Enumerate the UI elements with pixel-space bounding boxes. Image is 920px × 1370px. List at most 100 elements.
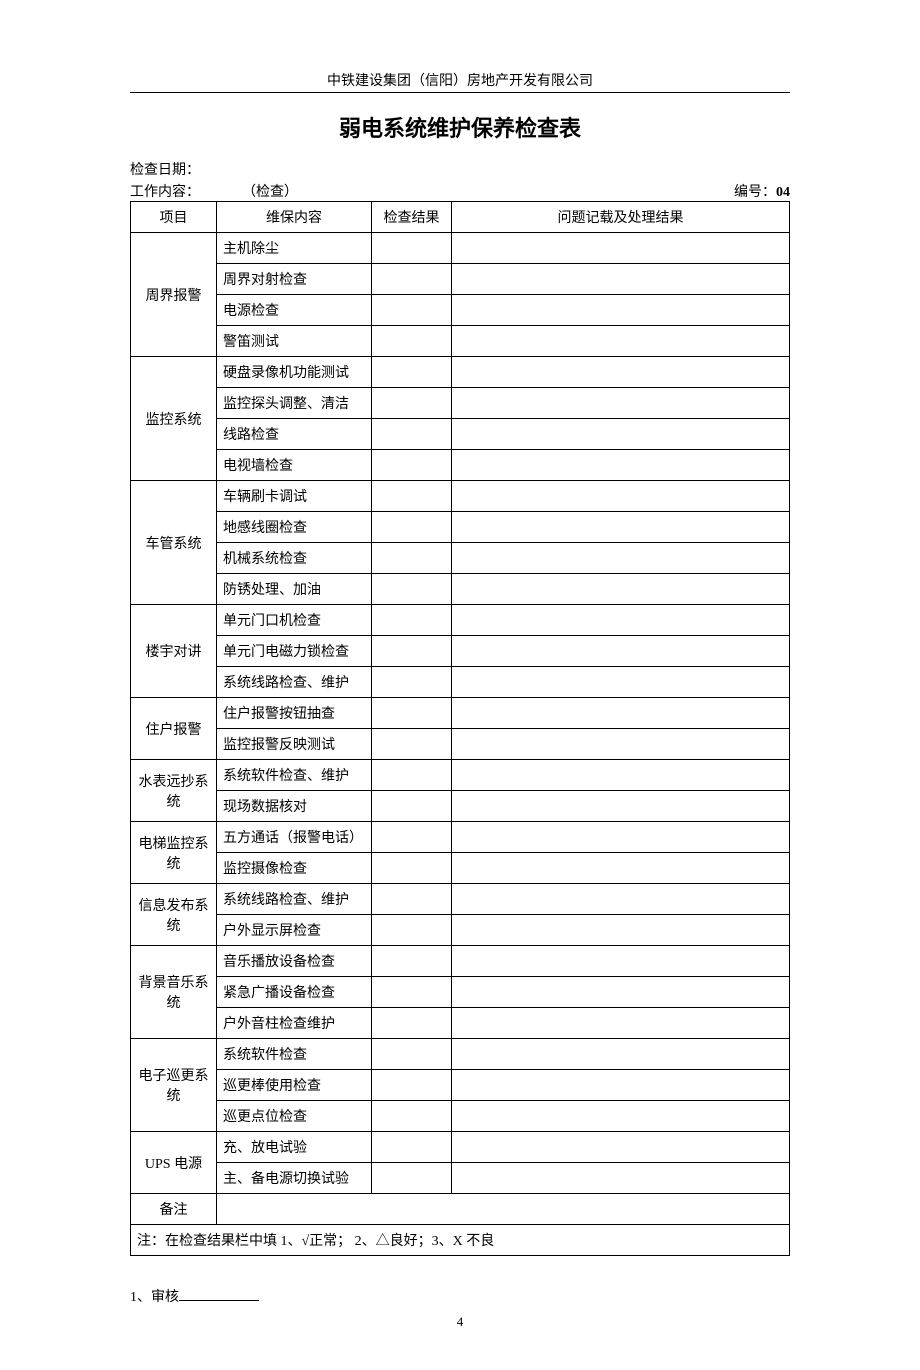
result-cell <box>372 605 452 636</box>
table-row: 户外显示屏检查 <box>131 915 790 946</box>
table-row: 电梯监控系统五方通话（报警电话） <box>131 822 790 853</box>
header-project: 项目 <box>131 202 217 233</box>
content-cell: 电源检查 <box>217 295 372 326</box>
result-cell <box>372 419 452 450</box>
result-cell <box>372 915 452 946</box>
content-cell: 主、备电源切换试验 <box>217 1163 372 1194</box>
content-cell: 单元门电磁力锁检查 <box>217 636 372 667</box>
record-cell <box>452 264 790 295</box>
header-content: 维保内容 <box>217 202 372 233</box>
result-cell <box>372 233 452 264</box>
record-cell <box>452 357 790 388</box>
result-cell <box>372 977 452 1008</box>
table-row: 系统线路检查、维护 <box>131 667 790 698</box>
table-row: 电源检查 <box>131 295 790 326</box>
record-cell <box>452 233 790 264</box>
project-cell: 背景音乐系统 <box>131 946 217 1039</box>
content-cell: 线路检查 <box>217 419 372 450</box>
table-row: 线路检查 <box>131 419 790 450</box>
content-cell: 充、放电试验 <box>217 1132 372 1163</box>
table-row: 防锈处理、加油 <box>131 574 790 605</box>
project-cell: 监控系统 <box>131 357 217 481</box>
remark-value-cell <box>217 1194 790 1225</box>
table-row: 周界报警主机除尘 <box>131 233 790 264</box>
work-content-label: 工作内容： <box>130 185 200 200</box>
record-cell <box>452 946 790 977</box>
record-cell <box>452 481 790 512</box>
content-cell: 音乐播放设备检查 <box>217 946 372 977</box>
result-cell <box>372 295 452 326</box>
table-row: 水表远抄系统系统软件检查、维护 <box>131 760 790 791</box>
project-cell: 电梯监控系统 <box>131 822 217 884</box>
table-header-row: 项目 维保内容 检查结果 问题记载及处理结果 <box>131 202 790 233</box>
record-cell <box>452 326 790 357</box>
record-cell <box>452 884 790 915</box>
sign-label: 1、审核 <box>130 1290 179 1305</box>
record-cell <box>452 419 790 450</box>
content-cell: 系统线路检查、维护 <box>217 667 372 698</box>
note-row: 注：在检查结果栏中填 1、√正常； 2、△良好；3、X 不良 <box>131 1225 790 1256</box>
table-row: 楼宇对讲单元门口机检查 <box>131 605 790 636</box>
record-cell <box>452 760 790 791</box>
record-cell <box>452 574 790 605</box>
record-cell <box>452 977 790 1008</box>
content-cell: 紧急广播设备检查 <box>217 977 372 1008</box>
table-row: 地感线圈检查 <box>131 512 790 543</box>
table-row: 户外音柱检查维护 <box>131 1008 790 1039</box>
record-cell <box>452 388 790 419</box>
result-cell <box>372 760 452 791</box>
content-cell: 系统线路检查、维护 <box>217 884 372 915</box>
doc-number-value: 04 <box>776 185 790 200</box>
project-cell: 信息发布系统 <box>131 884 217 946</box>
record-cell <box>452 1163 790 1194</box>
result-cell <box>372 667 452 698</box>
result-cell <box>372 1101 452 1132</box>
result-cell <box>372 1132 452 1163</box>
table-row: 机械系统检查 <box>131 543 790 574</box>
record-cell <box>452 667 790 698</box>
result-cell <box>372 946 452 977</box>
table-row: 主、备电源切换试验 <box>131 1163 790 1194</box>
table-row: 现场数据核对 <box>131 791 790 822</box>
work-content-suffix: （检查） <box>242 185 298 200</box>
record-cell <box>452 791 790 822</box>
result-cell <box>372 543 452 574</box>
table-row: 监控探头调整、清洁 <box>131 388 790 419</box>
table-row: 电子巡更系统系统软件检查 <box>131 1039 790 1070</box>
record-cell <box>452 295 790 326</box>
inspection-table: 项目 维保内容 检查结果 问题记载及处理结果 周界报警主机除尘周界对射检查电源检… <box>130 201 790 1256</box>
result-cell <box>372 388 452 419</box>
table-row: 监控摄像检查 <box>131 853 790 884</box>
content-cell: 周界对射检查 <box>217 264 372 295</box>
header-record: 问题记载及处理结果 <box>452 202 790 233</box>
project-cell: 楼宇对讲 <box>131 605 217 698</box>
page-number: 4 <box>130 1314 790 1330</box>
record-cell <box>452 1008 790 1039</box>
result-cell <box>372 1008 452 1039</box>
content-cell: 巡更点位检查 <box>217 1101 372 1132</box>
record-cell <box>452 636 790 667</box>
content-cell: 单元门口机检查 <box>217 605 372 636</box>
table-row: 背景音乐系统音乐播放设备检查 <box>131 946 790 977</box>
content-cell: 防锈处理、加油 <box>217 574 372 605</box>
content-cell: 机械系统检查 <box>217 543 372 574</box>
project-cell: UPS 电源 <box>131 1132 217 1194</box>
content-cell: 住户报警按钮抽查 <box>217 698 372 729</box>
sign-blank <box>179 1300 259 1301</box>
result-cell <box>372 574 452 605</box>
record-cell <box>452 605 790 636</box>
content-cell: 户外显示屏检查 <box>217 915 372 946</box>
record-cell <box>452 1039 790 1070</box>
content-cell: 巡更棒使用检查 <box>217 1070 372 1101</box>
table-row: 单元门电磁力锁检查 <box>131 636 790 667</box>
content-cell: 监控摄像检查 <box>217 853 372 884</box>
content-cell: 监控报警反映测试 <box>217 729 372 760</box>
table-row: 警笛测试 <box>131 326 790 357</box>
result-cell <box>372 264 452 295</box>
record-cell <box>452 543 790 574</box>
project-cell: 电子巡更系统 <box>131 1039 217 1132</box>
table-row: 信息发布系统系统线路检查、维护 <box>131 884 790 915</box>
project-cell: 住户报警 <box>131 698 217 760</box>
table-row: 车管系统车辆刷卡调试 <box>131 481 790 512</box>
page-title: 弱电系统维护保养检查表 <box>130 111 790 143</box>
